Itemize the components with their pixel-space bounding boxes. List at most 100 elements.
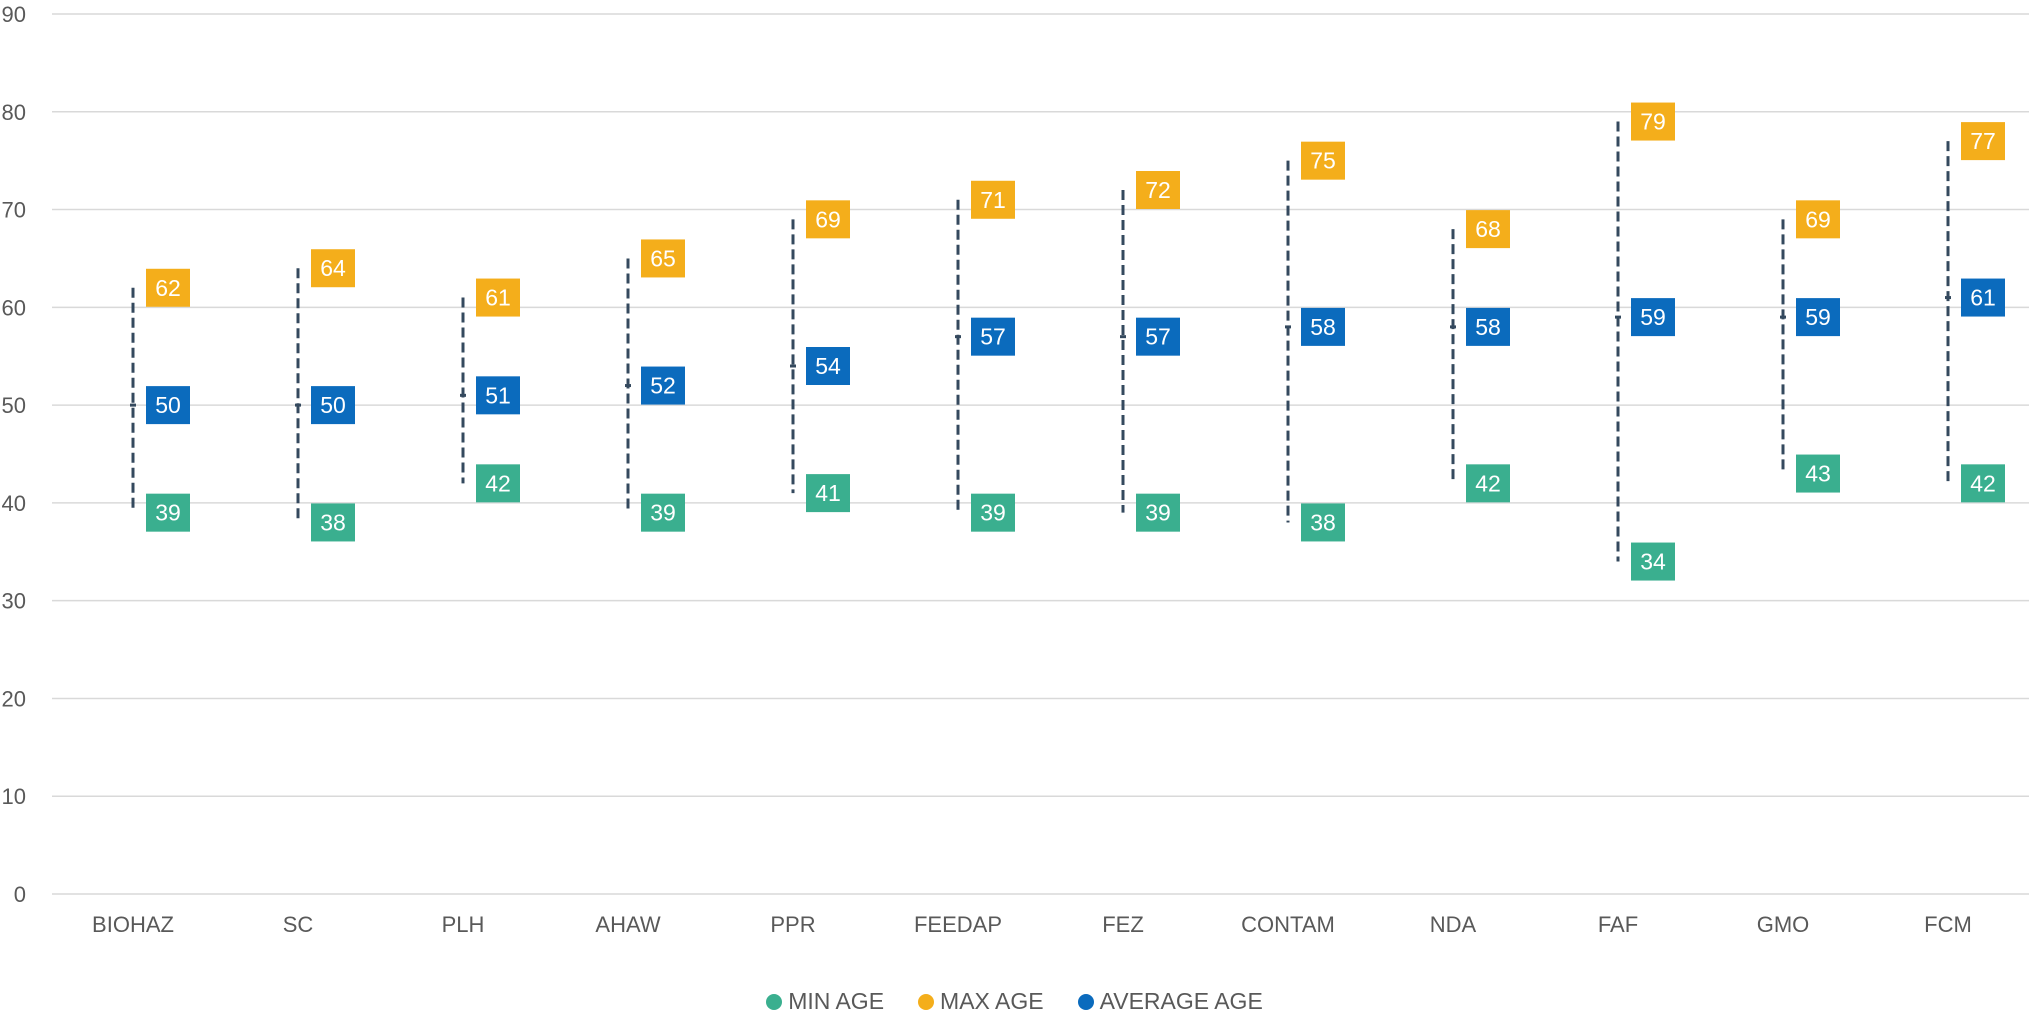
average-age-data-label: 51 [485, 382, 511, 408]
min-age-marker [1961, 464, 2005, 503]
x-tick-label: FEZ [1102, 912, 1144, 937]
min-age-marker [1136, 493, 1180, 532]
x-tick-label: PPR [770, 912, 815, 937]
average-age-marker [1466, 307, 1510, 346]
min-age-data-label: 39 [650, 500, 676, 526]
max-age-marker [641, 239, 685, 278]
average-age-data-label: 57 [980, 324, 1006, 350]
y-tick-label: 30 [2, 589, 26, 614]
y-tick-label: 50 [2, 393, 26, 418]
average-age-marker [971, 317, 1015, 356]
legend-swatch-average-age [1077, 993, 1094, 1010]
min-age-marker [1466, 464, 1510, 503]
max-age-marker [1301, 141, 1345, 180]
x-tick-label: FEEDAP [914, 912, 1002, 937]
max-age-data-label: 62 [155, 275, 181, 301]
max-age-marker [1961, 122, 2005, 161]
max-age-data-label: 64 [320, 255, 346, 281]
min-age-marker [971, 493, 1015, 532]
max-age-data-label: 69 [1805, 206, 1831, 232]
legend-label-min-age: MIN AGE [788, 988, 885, 1014]
y-tick-label: 70 [2, 198, 26, 223]
average-age-marker [146, 386, 190, 425]
y-tick-label: 20 [2, 686, 26, 711]
x-tick-label: FCM [1924, 912, 1972, 937]
min-age-marker [1796, 454, 1840, 493]
min-age-data-label: 42 [1970, 470, 1996, 496]
max-age-marker [311, 249, 355, 288]
min-age-marker [146, 493, 190, 532]
y-tick-label: 60 [2, 295, 26, 320]
min-age-data-label: 39 [155, 500, 181, 526]
max-age-marker [476, 278, 520, 317]
min-age-data-label: 38 [320, 509, 346, 535]
max-age-data-label: 79 [1640, 109, 1666, 135]
average-age-marker [806, 347, 850, 385]
max-age-marker [1796, 200, 1840, 239]
legend-label-max-age: MAX AGE [940, 988, 1044, 1014]
y-tick-label: 90 [2, 2, 26, 27]
y-tick-label: 10 [2, 784, 26, 809]
x-tick-label: BIOHAZ [92, 912, 174, 937]
min-age-data-label: 39 [980, 500, 1006, 526]
min-age-data-label: 43 [1805, 461, 1831, 487]
max-age-marker [146, 268, 190, 307]
average-age-marker [1301, 307, 1345, 346]
y-tick-label: 40 [2, 491, 26, 516]
min-age-marker [1631, 542, 1675, 581]
legend-item-min-age: MIN AGE [766, 988, 884, 1015]
min-age-data-label: 38 [1310, 509, 1336, 535]
average-age-data-label: 54 [815, 353, 841, 379]
legend: MIN AGE MAX AGE AVERAGE AGE [0, 988, 2029, 1015]
min-age-marker [1301, 503, 1345, 542]
x-tick-label: FAF [1598, 912, 1638, 937]
max-age-data-label: 77 [1970, 128, 1996, 154]
max-age-marker [806, 200, 850, 239]
average-age-data-label: 59 [1640, 304, 1666, 330]
min-age-data-label: 42 [1475, 470, 1501, 496]
y-tick-label: 80 [2, 100, 26, 125]
average-age-data-label: 50 [320, 392, 346, 418]
x-tick-label: GMO [1757, 912, 1810, 937]
x-tick-label: SC [283, 912, 314, 937]
min-age-data-label: 39 [1145, 500, 1171, 526]
min-age-data-label: 41 [815, 480, 841, 506]
max-age-marker [1466, 210, 1510, 249]
x-tick-label: AHAW [595, 912, 660, 937]
average-age-data-label: 50 [155, 392, 181, 418]
legend-item-max-age: MAX AGE [918, 988, 1044, 1015]
max-age-data-label: 65 [650, 245, 676, 271]
average-age-marker [476, 376, 520, 415]
average-age-marker [1961, 278, 2005, 317]
y-tick-label: 0 [14, 882, 26, 907]
x-tick-label: CONTAM [1241, 912, 1335, 937]
average-age-data-label: 59 [1805, 304, 1831, 330]
legend-swatch-max-age [918, 993, 935, 1010]
max-age-data-label: 72 [1145, 177, 1171, 203]
min-age-data-label: 42 [485, 470, 511, 496]
average-age-data-label: 58 [1475, 314, 1501, 340]
max-age-data-label: 68 [1475, 216, 1501, 242]
average-age-data-label: 57 [1145, 324, 1171, 350]
average-age-marker [1136, 317, 1180, 356]
average-age-data-label: 61 [1970, 285, 1996, 311]
min-age-marker [641, 493, 685, 532]
average-age-marker [641, 366, 685, 405]
max-age-data-label: 71 [980, 187, 1006, 213]
max-age-data-label: 75 [1310, 148, 1336, 174]
min-age-marker [311, 503, 355, 542]
average-age-marker [311, 386, 355, 425]
min-age-marker [806, 474, 850, 513]
min-age-marker [476, 464, 520, 503]
legend-item-average-age: AVERAGE AGE [1077, 988, 1263, 1015]
x-tick-label: PLH [442, 912, 485, 937]
average-age-data-label: 58 [1310, 314, 1336, 340]
legend-label-average-age: AVERAGE AGE [1099, 988, 1263, 1014]
x-tick-label: NDA [1430, 912, 1477, 937]
max-age-marker [1631, 102, 1675, 141]
average-age-marker [1796, 298, 1840, 337]
max-age-marker [971, 180, 1015, 219]
min-age-data-label: 34 [1640, 549, 1666, 575]
average-age-marker [1631, 298, 1675, 337]
